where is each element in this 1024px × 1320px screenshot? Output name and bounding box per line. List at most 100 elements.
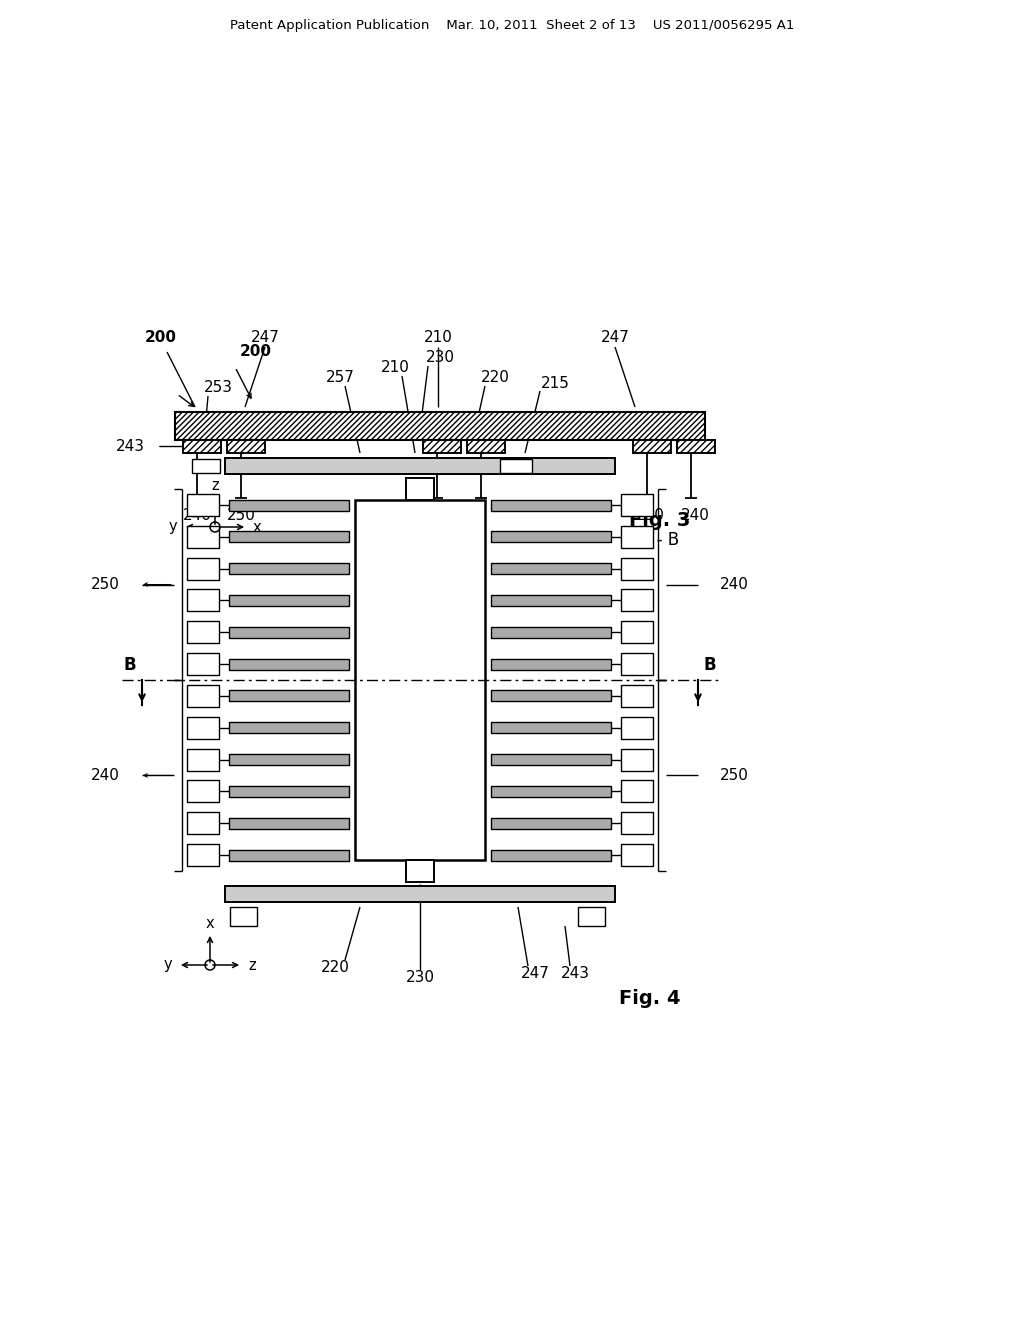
Bar bbox=[500, 459, 532, 473]
Text: 247: 247 bbox=[520, 965, 550, 981]
Bar bbox=[423, 440, 461, 453]
Bar bbox=[193, 459, 220, 473]
Bar bbox=[621, 748, 653, 771]
Bar bbox=[230, 907, 257, 927]
Bar bbox=[490, 817, 611, 829]
Bar bbox=[229, 722, 349, 733]
Bar bbox=[633, 440, 671, 453]
Text: Fig. 4: Fig. 4 bbox=[620, 989, 681, 1007]
Text: 257: 257 bbox=[326, 371, 354, 385]
Bar bbox=[355, 500, 485, 861]
Bar bbox=[490, 785, 611, 797]
Text: x: x bbox=[253, 520, 261, 535]
Bar bbox=[406, 861, 434, 882]
Bar bbox=[621, 685, 653, 708]
Bar bbox=[490, 627, 611, 638]
Text: 230: 230 bbox=[426, 351, 455, 366]
Text: y: y bbox=[169, 520, 177, 535]
Bar bbox=[621, 653, 653, 675]
Bar bbox=[423, 440, 461, 453]
Bar bbox=[183, 440, 221, 453]
Text: B - B: B - B bbox=[640, 531, 680, 549]
Text: 230: 230 bbox=[406, 970, 434, 986]
Bar bbox=[229, 627, 349, 638]
Text: 230: 230 bbox=[426, 508, 455, 524]
Text: 250: 250 bbox=[226, 508, 255, 524]
Bar bbox=[187, 843, 219, 866]
Text: 240: 240 bbox=[91, 768, 120, 783]
Bar bbox=[229, 499, 349, 511]
Bar bbox=[621, 780, 653, 803]
Text: 220: 220 bbox=[480, 371, 509, 385]
Bar bbox=[490, 659, 611, 669]
Text: 240: 240 bbox=[182, 508, 211, 524]
Bar bbox=[633, 440, 671, 453]
Bar bbox=[621, 717, 653, 739]
Bar bbox=[621, 557, 653, 579]
Bar bbox=[490, 564, 611, 574]
Bar bbox=[229, 595, 349, 606]
Bar bbox=[187, 717, 219, 739]
Text: 240: 240 bbox=[681, 508, 710, 524]
Bar bbox=[467, 440, 505, 453]
Bar bbox=[490, 722, 611, 733]
Bar bbox=[187, 748, 219, 771]
Text: Patent Application Publication    Mar. 10, 2011  Sheet 2 of 13    US 2011/005629: Patent Application Publication Mar. 10, … bbox=[229, 18, 795, 32]
Bar bbox=[677, 440, 715, 453]
Bar bbox=[187, 812, 219, 834]
Bar bbox=[621, 812, 653, 834]
Text: 210: 210 bbox=[424, 330, 453, 345]
Text: 220: 220 bbox=[321, 961, 349, 975]
Text: Fig. 3: Fig. 3 bbox=[630, 511, 690, 529]
Bar bbox=[227, 440, 265, 453]
Bar bbox=[229, 785, 349, 797]
Bar bbox=[187, 525, 219, 548]
Bar bbox=[229, 850, 349, 861]
Text: 250: 250 bbox=[720, 768, 749, 783]
Bar bbox=[175, 412, 705, 440]
Bar bbox=[187, 557, 219, 579]
Text: B: B bbox=[703, 656, 717, 675]
Bar bbox=[490, 850, 611, 861]
Text: 247: 247 bbox=[251, 330, 280, 345]
Bar bbox=[225, 458, 615, 474]
Bar bbox=[467, 440, 505, 453]
Bar bbox=[187, 590, 219, 611]
Text: 253: 253 bbox=[204, 380, 232, 396]
Bar bbox=[490, 595, 611, 606]
Bar bbox=[229, 659, 349, 669]
Bar bbox=[621, 622, 653, 643]
Bar bbox=[677, 440, 715, 453]
Bar bbox=[229, 532, 349, 543]
Text: 210: 210 bbox=[381, 360, 410, 375]
Bar bbox=[187, 653, 219, 675]
Text: x: x bbox=[206, 916, 214, 931]
Bar bbox=[490, 754, 611, 766]
Text: 247: 247 bbox=[600, 330, 630, 345]
Text: y: y bbox=[164, 957, 172, 973]
Bar bbox=[578, 907, 605, 927]
Text: 200: 200 bbox=[145, 330, 177, 345]
Text: 250: 250 bbox=[636, 508, 665, 524]
Bar bbox=[229, 690, 349, 701]
Bar bbox=[229, 817, 349, 829]
Bar bbox=[187, 494, 219, 516]
Bar bbox=[621, 590, 653, 611]
Bar bbox=[225, 886, 615, 902]
Bar bbox=[229, 754, 349, 766]
Bar bbox=[229, 564, 349, 574]
Text: z: z bbox=[211, 478, 219, 492]
Bar bbox=[183, 440, 221, 453]
Bar bbox=[490, 690, 611, 701]
Text: B: B bbox=[124, 656, 136, 675]
Text: 250: 250 bbox=[91, 577, 120, 593]
Bar bbox=[621, 843, 653, 866]
Text: 200: 200 bbox=[240, 345, 272, 359]
Bar bbox=[175, 412, 705, 440]
Bar bbox=[621, 525, 653, 548]
Bar bbox=[227, 440, 265, 453]
Text: 240: 240 bbox=[720, 577, 749, 593]
Bar bbox=[187, 622, 219, 643]
Bar bbox=[187, 780, 219, 803]
Text: 243: 243 bbox=[116, 440, 145, 454]
